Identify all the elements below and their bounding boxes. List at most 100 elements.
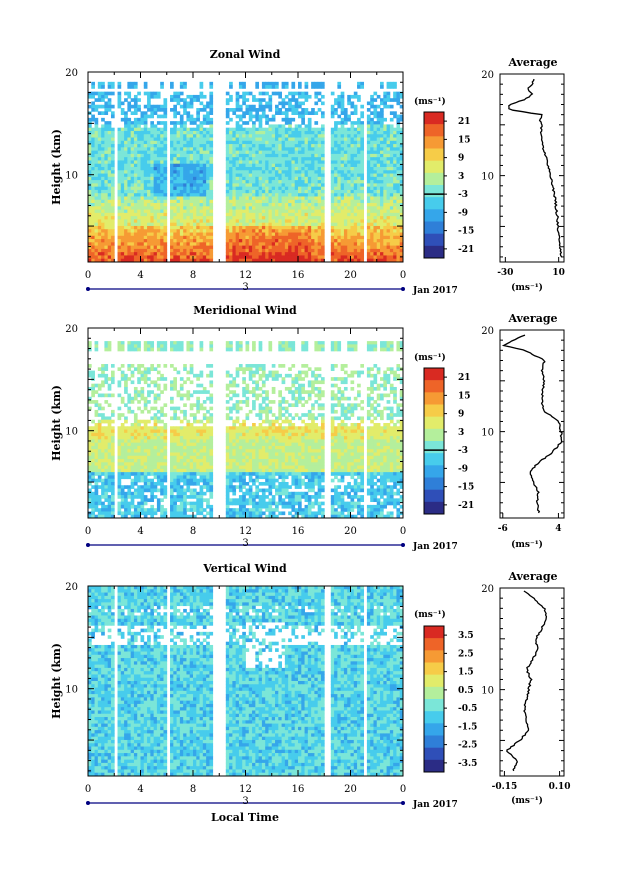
- heatmap-cell: [153, 242, 158, 247]
- heatmap-cell: [91, 193, 95, 197]
- heatmap-cell: [206, 173, 210, 178]
- heatmap-cell: [311, 248, 315, 253]
- heatmap-cell: [120, 183, 125, 188]
- heatmap-cell: [110, 212, 115, 217]
- heatmap-cell: [225, 212, 230, 217]
- heatmap-cell: [334, 108, 338, 112]
- heatmap-cell: [104, 199, 109, 204]
- heatmap-cell: [91, 104, 95, 109]
- heatmap-cell: [232, 193, 237, 197]
- heatmap-cell: [137, 367, 141, 371]
- heatmap-cell: [173, 137, 177, 142]
- heatmap-cell: [107, 134, 112, 138]
- heatmap-cell: [179, 229, 184, 233]
- heatmap-cell: [357, 225, 361, 230]
- heatmap-cell: [320, 160, 325, 165]
- heatmap-cell: [238, 347, 243, 352]
- heatmap-cell: [186, 396, 191, 401]
- heatmap-cell: [353, 341, 358, 345]
- heatmap-cell: [150, 255, 155, 260]
- heatmap-cell: [340, 196, 345, 201]
- heatmap-cell: [206, 160, 210, 165]
- heatmap-cell: [350, 157, 355, 161]
- heatmap-cell: [238, 209, 243, 214]
- heatmap-cell: [311, 189, 315, 194]
- heatmap-cell: [373, 347, 378, 352]
- heatmap-cell: [317, 242, 322, 247]
- heatmap-cell: [284, 222, 289, 227]
- heatmap-cell: [347, 212, 351, 217]
- heatmap-cell: [304, 153, 309, 158]
- heatmap-cell: [301, 183, 305, 188]
- heatmap-cell: [248, 239, 253, 243]
- heatmap-cell: [242, 245, 246, 250]
- heatmap-cell: [104, 400, 109, 404]
- heatmap-cell: [150, 189, 155, 194]
- heatmap-cell: [340, 193, 345, 197]
- heatmap-cell: [366, 157, 371, 161]
- heatmap-cell: [179, 127, 184, 132]
- heatmap-cell: [294, 183, 299, 188]
- heatmap-cell: [163, 225, 168, 230]
- heatmap-cell: [186, 209, 191, 214]
- heatmap-cell: [271, 147, 276, 152]
- heatmap-cell: [271, 193, 276, 197]
- heatmap-cell: [130, 239, 135, 243]
- heatmap-cell: [176, 255, 181, 260]
- heatmap-cell: [117, 137, 122, 142]
- heatmap-cell: [199, 222, 204, 227]
- heatmap-cell: [275, 206, 279, 210]
- heatmap-cell: [238, 255, 243, 260]
- heatmap-cell: [307, 219, 312, 224]
- heatmap-cell: [284, 199, 289, 204]
- heatmap-cell: [255, 225, 260, 230]
- heatmap-cell: [232, 235, 237, 240]
- heatmap-cell: [275, 373, 279, 378]
- heatmap-cell: [343, 235, 348, 240]
- heatmap-cell: [399, 396, 403, 401]
- heatmap-cell: [291, 199, 296, 204]
- heatmap-cell: [298, 180, 302, 184]
- heatmap-cell: [202, 216, 207, 220]
- heatmap-cell: [229, 189, 233, 194]
- heatmap-cell: [271, 150, 276, 155]
- heatmap-cell: [370, 196, 374, 201]
- heatmap-cell: [393, 235, 397, 240]
- heatmap-cell: [383, 206, 387, 210]
- heatmap-cell: [163, 383, 168, 388]
- heatmap-cell: [245, 390, 250, 394]
- heatmap-cell: [130, 344, 135, 349]
- heatmap-cell: [294, 124, 299, 129]
- heatmap-cell: [298, 81, 302, 86]
- heatmap-cell: [107, 186, 112, 191]
- heatmap-cell: [255, 180, 260, 184]
- heatmap-cell: [153, 163, 158, 168]
- heatmap-cell: [88, 117, 92, 122]
- heatmap-cell: [94, 225, 99, 230]
- heatmap-cell: [340, 380, 345, 385]
- heatmap-cell: [130, 85, 135, 89]
- heatmap-cell: [380, 147, 384, 152]
- heatmap-cell: [94, 235, 99, 240]
- heatmap-cell: [370, 98, 374, 102]
- heatmap-cell: [258, 248, 263, 253]
- heatmap-cell: [199, 163, 204, 168]
- heatmap-cell: [124, 137, 128, 142]
- heatmap-cell: [258, 91, 263, 96]
- heatmap-cell: [252, 160, 256, 165]
- heatmap-cell: [386, 144, 391, 148]
- heatmap-cell: [173, 189, 177, 194]
- heatmap-cell: [311, 147, 315, 152]
- heatmap-cell: [238, 248, 243, 253]
- heatmap-cell: [284, 235, 289, 240]
- heatmap-cell: [127, 222, 132, 227]
- heatmap-cell: [143, 134, 148, 138]
- heatmap-cell: [183, 108, 187, 112]
- heatmap-cell: [206, 176, 210, 181]
- heatmap-cell: [160, 242, 164, 247]
- heatmap-cell: [373, 153, 378, 158]
- heatmap-cell: [370, 248, 374, 253]
- heatmap-cell: [143, 400, 148, 404]
- heatmap-cell: [120, 347, 125, 352]
- heatmap-cell: [350, 147, 355, 152]
